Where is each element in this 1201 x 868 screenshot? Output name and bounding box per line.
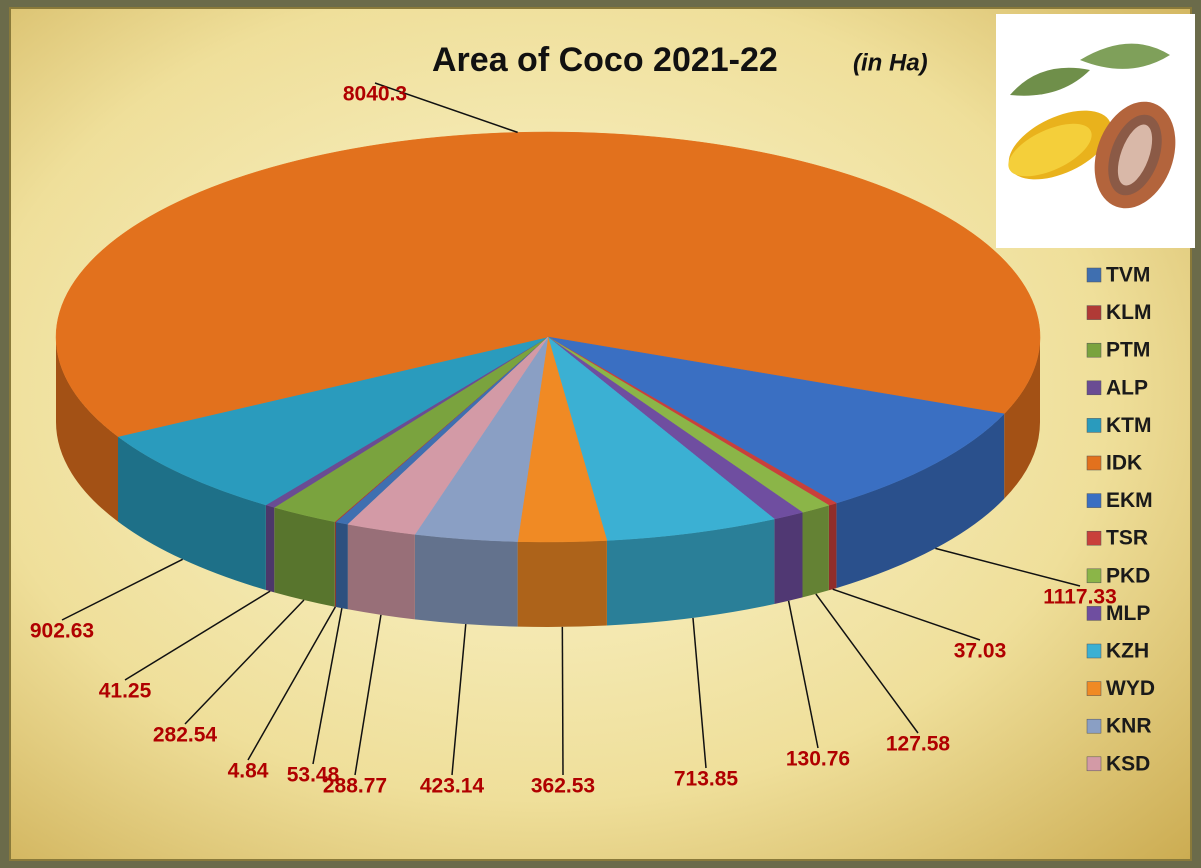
- chart-title: Area of Coco 2021-22: [432, 41, 778, 79]
- pie-slice-side: [802, 505, 829, 598]
- legend-swatch: [1086, 718, 1102, 734]
- leader-line: [692, 617, 707, 769]
- pie-slice: [55, 131, 1041, 437]
- leader-line: [184, 599, 305, 725]
- legend-label: KTM: [1106, 414, 1152, 437]
- legend-label: TVM: [1106, 264, 1150, 287]
- data-label: 423.14: [420, 775, 485, 798]
- data-label: 130.76: [786, 748, 850, 771]
- leader-line: [787, 600, 819, 749]
- pie-slice-side: [1004, 337, 1040, 499]
- legend-swatch: [1086, 568, 1102, 584]
- legend-swatch: [1086, 418, 1102, 433]
- data-label: 37.03: [954, 640, 1007, 663]
- legend-label: MLP: [1106, 602, 1150, 625]
- pie-slice-side: [836, 413, 1005, 589]
- legend-swatch: [1086, 606, 1102, 621]
- pie-slice-side: [274, 507, 335, 607]
- legend-swatch: [1086, 455, 1102, 471]
- pie-slice-side: [56, 337, 118, 522]
- legend-swatch: [1086, 493, 1102, 508]
- data-label: 282.54: [153, 724, 218, 747]
- pie-tops: [55, 131, 1041, 543]
- pie-slice-side: [606, 519, 775, 626]
- leader-line: [561, 626, 564, 776]
- legend-swatch: [1086, 530, 1102, 546]
- pie-slice: [547, 336, 1005, 504]
- pie-slice-side: [347, 524, 415, 620]
- pie-slice-side: [335, 522, 348, 610]
- legend-label: PTM: [1106, 339, 1150, 362]
- leader-line: [124, 590, 271, 681]
- leader-line: [354, 614, 382, 776]
- legend-label: ALP: [1106, 376, 1148, 399]
- data-label: 713.85: [674, 768, 739, 791]
- legend-label: TSR: [1106, 527, 1148, 550]
- legend-label: KLM: [1106, 301, 1152, 324]
- pie-sides: [56, 337, 1040, 627]
- leader-line: [374, 82, 518, 134]
- legend-swatch: [1086, 643, 1102, 659]
- legend-label: KNR: [1106, 715, 1152, 738]
- data-label: 8040.3: [343, 83, 407, 106]
- data-label: 53.48: [287, 764, 340, 787]
- legend-swatch: [1086, 267, 1102, 283]
- legend-label: EKM: [1106, 489, 1153, 512]
- legend-label: KSD: [1106, 752, 1150, 775]
- legend-label: KZH: [1106, 640, 1149, 663]
- data-label: 362.53: [531, 775, 595, 798]
- cocoa-image: [996, 14, 1195, 248]
- leader-line: [815, 593, 919, 734]
- pie-slice-side: [265, 505, 275, 593]
- pie-slice-side: [118, 436, 266, 590]
- pie-slice: [117, 336, 549, 506]
- pie-slice-side: [828, 503, 837, 591]
- legend-swatch: [1086, 380, 1102, 396]
- chart-unit: (in Ha): [853, 49, 928, 76]
- pie-slice: [547, 336, 775, 541]
- legend-swatch: [1086, 681, 1102, 696]
- data-label: 41.25: [99, 680, 152, 703]
- data-label: 902.63: [30, 620, 94, 643]
- legend-label: PKD: [1106, 564, 1150, 587]
- leader-line: [61, 558, 183, 621]
- data-label: 288.77: [323, 775, 387, 798]
- pie-slice: [347, 336, 549, 535]
- pie-slice-side: [774, 512, 803, 604]
- leader-line: [832, 588, 981, 641]
- legend-swatch: [1086, 342, 1102, 358]
- leader-line: [247, 606, 337, 761]
- data-label: 127.58: [886, 733, 951, 756]
- leader-line: [312, 608, 343, 765]
- legend-swatch: [1086, 756, 1102, 772]
- leader-line: [451, 624, 467, 776]
- leader-line: [935, 547, 1081, 587]
- legend-swatch: [1086, 305, 1102, 320]
- data-label: 1117.33: [1043, 586, 1117, 609]
- data-label: 4.84: [228, 760, 269, 783]
- legend-label: IDK: [1106, 452, 1142, 475]
- pie-slice-side: [334, 521, 336, 607]
- legend-label: WYD: [1106, 677, 1155, 700]
- pie-slice-side: [414, 534, 518, 627]
- pie-slice-side: [517, 540, 607, 627]
